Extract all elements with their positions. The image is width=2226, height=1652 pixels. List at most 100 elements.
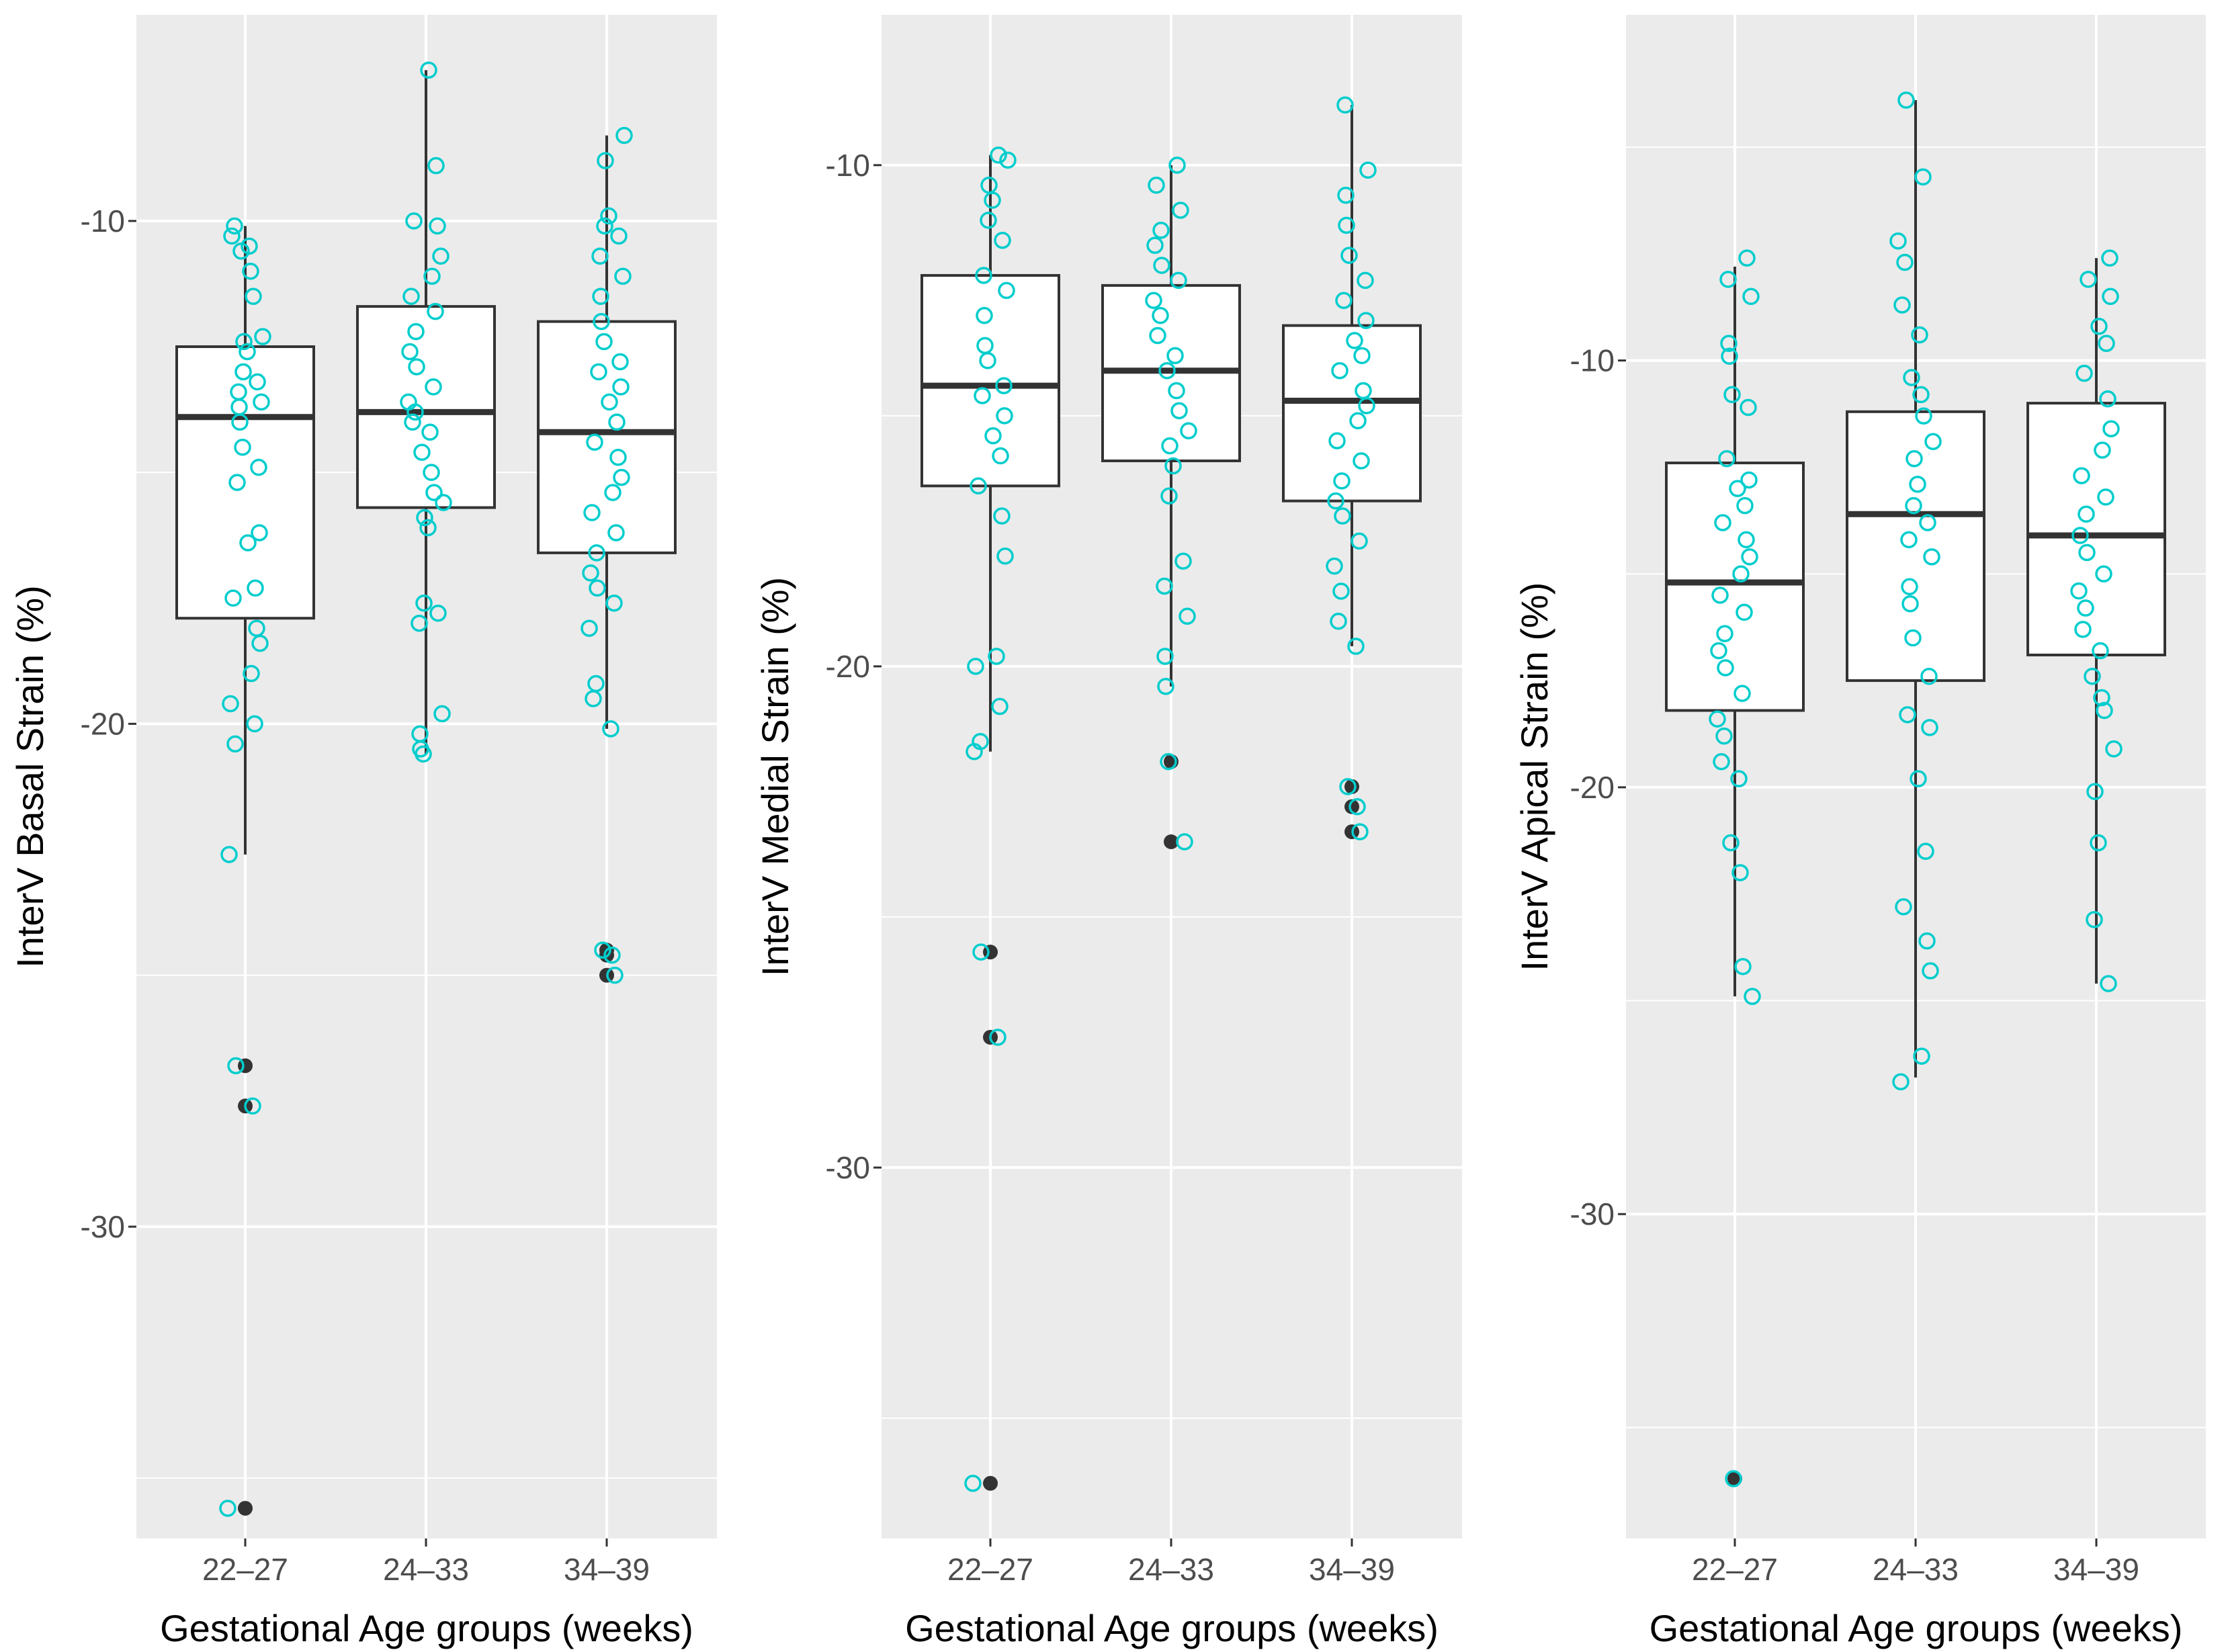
data-point xyxy=(429,217,446,235)
data-point xyxy=(429,604,447,622)
data-point xyxy=(1714,514,1731,531)
data-point xyxy=(1918,932,1936,950)
data-point xyxy=(1161,437,1179,455)
data-point xyxy=(1149,327,1166,345)
data-point xyxy=(602,720,619,738)
data-point xyxy=(1174,552,1192,570)
data-point xyxy=(980,212,997,229)
data-point xyxy=(1166,347,1184,365)
data-point xyxy=(609,448,627,466)
data-point xyxy=(2093,689,2110,707)
data-point xyxy=(585,690,602,707)
data-point xyxy=(223,227,241,245)
data-point xyxy=(224,589,242,607)
data-point xyxy=(1740,471,1758,489)
data-point xyxy=(606,966,624,984)
data-point xyxy=(2096,701,2113,720)
data-point xyxy=(2086,783,2104,800)
data-point xyxy=(964,1475,982,1492)
data-point xyxy=(1889,232,1907,250)
x-tick-label: 34–39 xyxy=(2053,1552,2139,1587)
data-point xyxy=(1900,531,1918,549)
box-iqr xyxy=(1846,410,1985,683)
data-point xyxy=(1713,753,1730,771)
data-point xyxy=(1896,253,1914,271)
data-point xyxy=(254,328,271,345)
data-point xyxy=(1334,507,1351,525)
data-point xyxy=(614,267,632,285)
data-point xyxy=(2075,364,2093,382)
data-point xyxy=(1738,531,1755,549)
data-point xyxy=(408,358,425,376)
data-point xyxy=(1734,957,1752,975)
data-point xyxy=(2102,420,2120,437)
data-point xyxy=(1744,988,1761,1005)
data-point xyxy=(2074,621,2092,638)
data-point xyxy=(2105,740,2123,758)
data-point xyxy=(1732,565,1750,582)
data-point xyxy=(1168,382,1185,400)
data-point xyxy=(1710,642,1727,660)
data-point xyxy=(2071,527,2089,544)
data-point xyxy=(235,333,253,351)
x-tick-label: 34–39 xyxy=(1309,1552,1395,1587)
data-point xyxy=(1914,168,1932,186)
data-point xyxy=(249,373,266,391)
data-point xyxy=(413,443,431,461)
data-point xyxy=(406,403,424,421)
data-point xyxy=(404,413,421,431)
data-point xyxy=(251,634,269,652)
data-point xyxy=(1722,834,1740,852)
data-point xyxy=(401,343,419,361)
data-point xyxy=(231,413,249,431)
data-point xyxy=(222,695,239,713)
outlier-point xyxy=(1164,834,1179,849)
data-point xyxy=(597,152,614,169)
data-point xyxy=(1331,361,1349,380)
data-point xyxy=(1719,271,1737,288)
data-point xyxy=(1901,578,1918,596)
apical-strain-chart: -10 -20 -30 22–27 24–33 34–39 Gestational Age … xyxy=(1513,15,2206,1649)
data-point xyxy=(1720,335,1738,352)
y-axis-title: InterV Apical Strain (%) xyxy=(1513,582,1555,971)
box-24–33 xyxy=(1846,100,1985,1078)
data-point xyxy=(970,477,987,495)
data-point xyxy=(1160,752,1177,771)
x-tick-label: 22–27 xyxy=(202,1552,288,1587)
data-point xyxy=(1718,449,1736,468)
data-point xyxy=(2084,667,2101,685)
data-point xyxy=(405,212,423,230)
data-point xyxy=(590,363,607,381)
y-axis-title: InterV Basal Strain (%) xyxy=(9,585,51,968)
y-tick-label: -20 xyxy=(1570,770,1615,805)
data-point xyxy=(1157,677,1174,695)
data-point xyxy=(1731,864,1749,881)
data-point xyxy=(592,288,609,305)
data-point xyxy=(1170,271,1187,290)
data-point xyxy=(1351,532,1368,550)
data-point xyxy=(1736,496,1754,515)
data-point xyxy=(2094,441,2111,459)
data-point xyxy=(591,247,609,265)
data-point xyxy=(2077,599,2094,617)
data-point xyxy=(234,363,252,381)
data-point xyxy=(976,306,993,324)
data-point xyxy=(1723,386,1741,404)
data-point xyxy=(975,267,992,284)
data-point xyxy=(1910,770,1927,787)
x-tick-label: 24–33 xyxy=(1873,1552,1959,1587)
data-point xyxy=(583,504,601,521)
data-point xyxy=(423,464,440,481)
data-point xyxy=(251,524,268,541)
data-point xyxy=(1725,1470,1742,1487)
data-point xyxy=(1339,778,1357,795)
data-point xyxy=(1160,487,1178,505)
data-point xyxy=(1923,548,1940,566)
data-point xyxy=(999,151,1017,169)
data-point xyxy=(1721,347,1738,365)
data-point xyxy=(1338,216,1355,234)
data-point xyxy=(1920,667,1938,685)
y-tick-label: -30 xyxy=(1570,1197,1615,1231)
data-point xyxy=(589,579,606,597)
data-point xyxy=(228,474,246,491)
